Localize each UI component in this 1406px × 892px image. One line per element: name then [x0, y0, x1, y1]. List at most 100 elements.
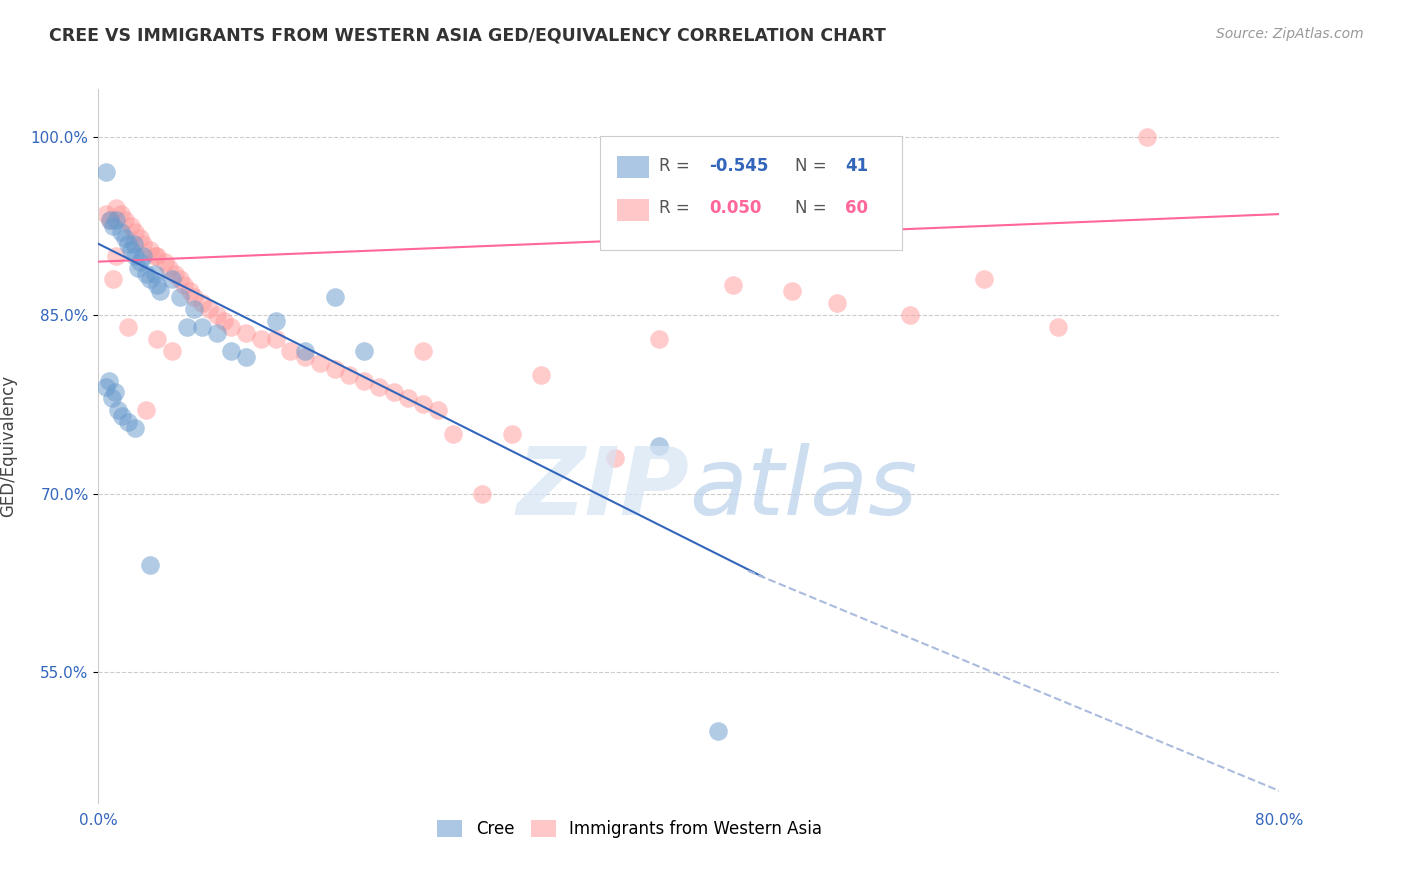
Point — [212, 314, 235, 328]
Text: 0.050: 0.050 — [709, 200, 762, 218]
Point — [530, 368, 553, 382]
Point — [139, 272, 162, 286]
Point — [128, 254, 150, 268]
Y-axis label: GED/Equivalency: GED/Equivalency — [0, 375, 17, 517]
Point — [162, 272, 183, 286]
Point — [97, 374, 120, 388]
Text: N =: N = — [796, 200, 827, 218]
Point — [176, 320, 198, 334]
Point — [143, 267, 166, 281]
Point — [900, 308, 922, 322]
Text: atlas: atlas — [689, 443, 917, 534]
Point — [110, 207, 132, 221]
Point — [353, 343, 375, 358]
Point — [117, 320, 139, 334]
Point — [221, 320, 243, 334]
Legend: Cree, Immigrants from Western Asia: Cree, Immigrants from Western Asia — [430, 813, 830, 845]
Text: -0.545: -0.545 — [709, 157, 769, 175]
Point — [179, 285, 201, 299]
Text: 41: 41 — [845, 157, 868, 175]
Point — [235, 350, 257, 364]
Point — [205, 326, 228, 340]
Point — [471, 486, 494, 500]
Point — [124, 421, 146, 435]
Point — [191, 296, 214, 310]
Point — [120, 219, 142, 233]
Point — [143, 249, 166, 263]
Point — [427, 403, 450, 417]
Point — [105, 201, 128, 215]
FancyBboxPatch shape — [617, 199, 648, 220]
Point — [605, 450, 627, 465]
Point — [398, 392, 420, 406]
Point — [323, 290, 346, 304]
Point — [105, 249, 128, 263]
Text: 60: 60 — [845, 200, 868, 218]
Point — [153, 254, 176, 268]
Point — [114, 231, 136, 245]
Point — [250, 332, 273, 346]
Point — [120, 243, 142, 257]
Point — [149, 285, 172, 299]
Point — [127, 260, 149, 275]
Point — [146, 249, 169, 263]
Point — [198, 302, 221, 317]
Point — [165, 267, 187, 281]
Point — [825, 296, 848, 310]
Point — [221, 343, 243, 358]
Point — [723, 278, 745, 293]
Text: N =: N = — [796, 157, 827, 175]
Point — [973, 272, 995, 286]
Point — [264, 314, 287, 328]
Point — [309, 356, 332, 370]
Point — [128, 231, 150, 245]
Point — [124, 249, 146, 263]
Point — [782, 285, 804, 299]
Point — [707, 724, 730, 739]
Point — [368, 379, 391, 393]
Point — [412, 343, 434, 358]
Point — [191, 320, 214, 334]
Point — [146, 278, 169, 293]
Point — [1136, 129, 1159, 144]
Point — [117, 236, 139, 251]
Point — [100, 392, 122, 406]
Point — [183, 302, 205, 317]
Text: R =: R = — [659, 200, 690, 218]
Point — [501, 427, 523, 442]
Point — [648, 332, 671, 346]
Point — [107, 403, 129, 417]
Point — [103, 272, 125, 286]
Point — [111, 409, 134, 424]
Point — [280, 343, 302, 358]
Point — [264, 332, 287, 346]
Point — [122, 236, 145, 251]
Text: Source: ZipAtlas.com: Source: ZipAtlas.com — [1216, 27, 1364, 41]
Point — [205, 308, 228, 322]
Text: ZIP: ZIP — [516, 442, 689, 535]
Point — [132, 249, 155, 263]
Point — [132, 236, 155, 251]
Point — [169, 290, 191, 304]
Point — [146, 332, 169, 346]
Point — [94, 379, 117, 393]
Point — [339, 368, 361, 382]
Point — [441, 427, 464, 442]
FancyBboxPatch shape — [617, 156, 648, 178]
Point — [104, 385, 127, 400]
Point — [124, 225, 146, 239]
Point — [412, 397, 434, 411]
Point — [103, 219, 125, 233]
Point — [173, 278, 195, 293]
Text: CREE VS IMMIGRANTS FROM WESTERN ASIA GED/EQUIVALENCY CORRELATION CHART: CREE VS IMMIGRANTS FROM WESTERN ASIA GED… — [49, 27, 886, 45]
FancyBboxPatch shape — [600, 136, 901, 250]
Point — [323, 361, 346, 376]
Point — [294, 350, 316, 364]
Point — [183, 290, 205, 304]
Point — [135, 403, 157, 417]
Point — [1046, 320, 1070, 334]
Point — [135, 267, 157, 281]
Point — [157, 260, 180, 275]
Point — [353, 374, 375, 388]
Text: R =: R = — [659, 157, 690, 175]
